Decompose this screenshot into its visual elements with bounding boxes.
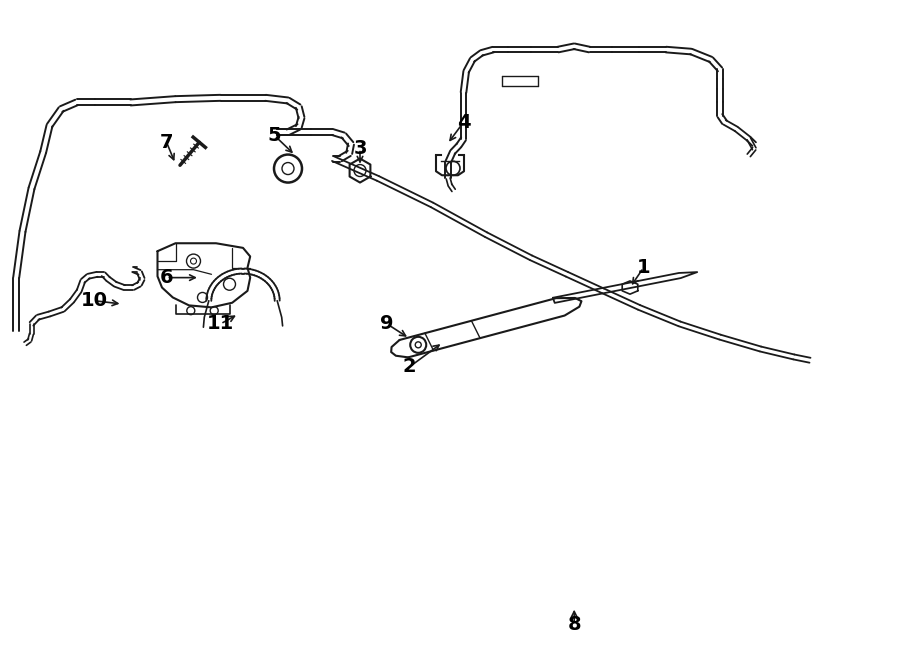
Text: 3: 3 <box>353 139 367 158</box>
Text: 5: 5 <box>267 126 282 145</box>
Text: 2: 2 <box>402 358 417 376</box>
Text: 11: 11 <box>207 315 234 333</box>
Text: 10: 10 <box>81 292 108 310</box>
Text: 7: 7 <box>160 133 173 151</box>
Text: 4: 4 <box>456 113 471 132</box>
Text: 6: 6 <box>159 268 174 287</box>
Text: 8: 8 <box>567 615 581 634</box>
Text: 1: 1 <box>636 258 651 277</box>
Text: 9: 9 <box>380 315 394 333</box>
